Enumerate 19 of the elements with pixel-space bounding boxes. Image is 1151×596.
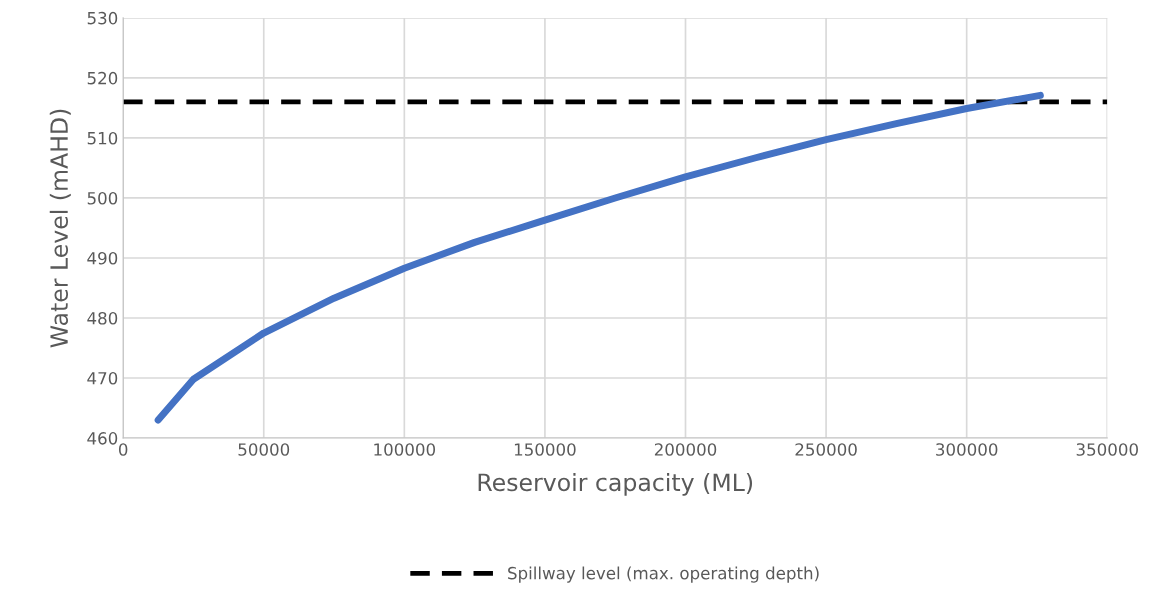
x-tick-label: 200000 xyxy=(654,443,717,456)
x-tick-label: 300000 xyxy=(936,443,998,456)
x-tick-label: 350000 xyxy=(1076,443,1138,456)
y-tick-label: 470 xyxy=(87,372,118,385)
y-tick-label: 480 xyxy=(87,311,118,325)
x-tick-label: 50000 xyxy=(238,443,290,456)
x-tick-label: 250000 xyxy=(795,443,857,456)
y-axis-title: Water Level (mAHD) xyxy=(49,109,71,348)
y-tick-label: 530 xyxy=(87,11,118,25)
y-tick-label: 460 xyxy=(87,432,118,445)
x-tick-label: 100000 xyxy=(374,443,436,456)
x-axis-title: Reservoir capacity (ML) xyxy=(478,472,753,496)
x-tick-label: 150000 xyxy=(514,443,576,456)
x-tick-label: 0 xyxy=(118,443,128,456)
y-tick-label: 520 xyxy=(87,71,118,85)
legend-label: Spillway level (max. operating depth) xyxy=(508,566,819,583)
y-tick-label: 490 xyxy=(87,251,118,265)
y-tick-label: 510 xyxy=(87,131,118,145)
y-tick-label: 500 xyxy=(87,191,118,205)
